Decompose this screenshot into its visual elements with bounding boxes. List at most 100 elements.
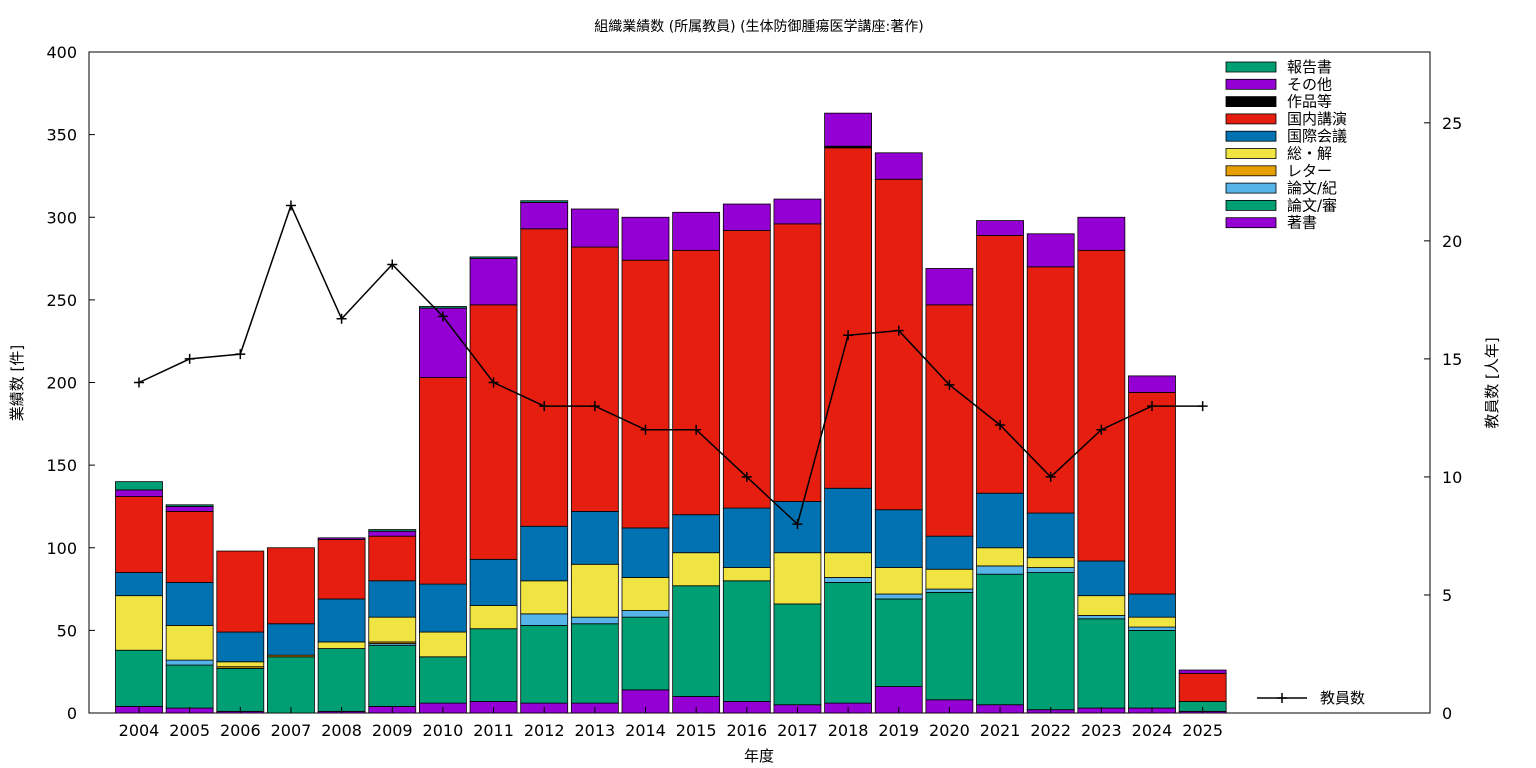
bar-segment <box>317 539 366 600</box>
y-tick-label: 150 <box>46 456 77 475</box>
bar-segment <box>267 547 315 625</box>
bar-segment <box>925 304 974 537</box>
legend-label: 総・解 <box>1287 145 1332 163</box>
bar-segment <box>773 552 822 605</box>
bar-segment <box>621 577 670 611</box>
bar-segment <box>115 595 163 651</box>
bar-segment <box>1077 249 1126 562</box>
teacher-count-point <box>1147 401 1157 412</box>
bar-segment <box>165 506 214 512</box>
bar-segment <box>216 661 265 668</box>
bar-stack-2021 <box>976 220 1024 714</box>
bar-segment <box>1128 593 1176 618</box>
bar-segment <box>1077 615 1126 620</box>
x-tick-label: 2014 <box>625 721 666 740</box>
legend-swatch <box>1225 130 1277 142</box>
bar-segment <box>824 552 872 578</box>
teacher-count-point <box>589 401 600 412</box>
bar-stack-2008 <box>317 537 366 714</box>
bar-segment <box>570 623 619 704</box>
bar-segment <box>722 580 771 702</box>
bar-segment <box>621 527 670 578</box>
bar-segment <box>874 593 923 600</box>
bar-segment <box>773 603 822 706</box>
x-tick-label: 2007 <box>271 721 312 740</box>
legend-swatch <box>1225 78 1277 90</box>
legend-swatch <box>1225 182 1277 194</box>
bar-segment <box>165 582 214 626</box>
legend-swatch <box>1225 96 1277 107</box>
bar-segment <box>925 568 974 590</box>
bar-segment <box>317 641 366 649</box>
teacher-count-point <box>741 471 752 482</box>
teacher-count-polyline <box>138 203 1203 526</box>
y2-tick-label: 25 <box>1442 114 1462 133</box>
y-tick-label: 400 <box>46 43 77 62</box>
bar-segment <box>520 201 569 230</box>
bar-segment <box>976 235 1024 494</box>
bar-segment <box>1026 557 1075 568</box>
chart-title: 組織業績数 (所属教員) (生体防御腫瘍医学講座:著作) <box>594 18 923 35</box>
bar-stack-2019 <box>874 152 923 714</box>
bar-stack-2011 <box>469 256 518 714</box>
x-tick-label: 2019 <box>878 721 919 740</box>
bar-segment <box>1128 392 1176 595</box>
teacher-count-point <box>437 311 448 322</box>
teacher-count-point <box>640 424 651 435</box>
legend-swatch <box>1225 165 1277 177</box>
bar-segment <box>1128 375 1176 393</box>
teacher-count-point <box>1096 424 1107 435</box>
x-tick-label: 2025 <box>1182 721 1223 740</box>
bar-stack-2025 <box>1178 669 1227 714</box>
bar-segment <box>469 258 518 306</box>
legend-label: 報告書 <box>1287 58 1332 76</box>
teacher-count-point <box>134 377 144 388</box>
bar-segment <box>976 220 1024 236</box>
bar-segment <box>520 200 569 203</box>
bar-stack-2018 <box>824 112 872 714</box>
bar-segment <box>672 514 721 554</box>
bar-segment <box>925 268 974 306</box>
bar-segment <box>115 572 163 597</box>
bar-segment <box>1077 560 1126 597</box>
bar-segment <box>1026 233 1075 268</box>
y2-tick-label: 10 <box>1442 468 1462 487</box>
bar-segment <box>570 246 619 512</box>
bar-segment <box>368 535 417 582</box>
bar-stack-2014 <box>621 216 670 714</box>
teacher-count-point <box>336 313 347 324</box>
y2-tick-label: 5 <box>1442 586 1452 605</box>
legend-swatch <box>1225 113 1277 125</box>
teacher-count-point <box>843 330 854 341</box>
legend-swatch <box>1225 61 1277 73</box>
x-tick-label: 2023 <box>1081 721 1122 740</box>
bar-segment <box>925 591 974 701</box>
legend-label: その他 <box>1287 75 1332 93</box>
teacher-count-point <box>285 200 296 211</box>
bar-segment <box>722 230 771 509</box>
y2-axis-label: 教員数 [人年] <box>1483 337 1501 428</box>
legend-label: レター <box>1287 162 1332 180</box>
bar-segment <box>520 625 569 704</box>
bar-segment <box>1178 669 1227 674</box>
bar-segment <box>621 216 670 261</box>
x-tick-label: 2011 <box>473 721 514 740</box>
bar-segment <box>368 616 417 643</box>
bar-segment <box>368 530 417 537</box>
bar-stack-2015 <box>672 211 721 714</box>
bar-segment <box>672 552 721 587</box>
bars <box>115 112 1227 714</box>
y-tick-label: 50 <box>57 621 77 640</box>
bar-stack-2007 <box>267 547 315 714</box>
bar-segment <box>824 147 872 489</box>
legend-line-label: 教員数 <box>1320 689 1365 707</box>
bar-stack-2023 <box>1077 216 1126 714</box>
teacher-count-point <box>893 325 904 336</box>
bar-segment <box>925 588 974 593</box>
bar-segment <box>672 211 721 251</box>
teacher-count-point <box>488 377 499 388</box>
bar-segment <box>520 228 569 527</box>
bar-segment <box>317 537 366 540</box>
